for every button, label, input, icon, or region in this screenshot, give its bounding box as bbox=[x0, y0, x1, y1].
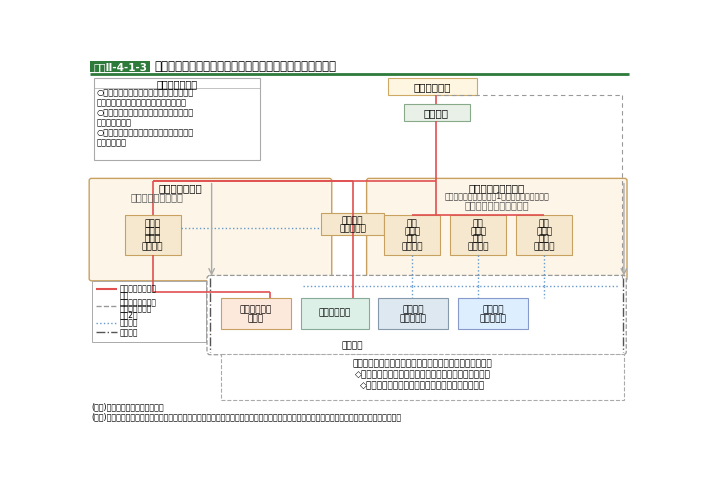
FancyBboxPatch shape bbox=[89, 179, 332, 281]
Text: 系統: 系統 bbox=[119, 291, 129, 300]
Text: 情報本部: 情報本部 bbox=[342, 216, 363, 225]
Text: 的観点から大臣を一元的に補佐する。: 的観点から大臣を一元的に補佐する。 bbox=[97, 98, 187, 107]
Text: 統幕長と陸・海・空幕僚長は職務遂行にあたり密接に連携: 統幕長と陸・海・空幕僚長は職務遂行にあたり密接に連携 bbox=[353, 360, 492, 369]
Bar bbox=[458, 298, 528, 329]
Bar bbox=[384, 215, 440, 255]
Text: ◇陸・海・空幕僚長は運用時の後方補給などの支援: ◇陸・海・空幕僚長は運用時の後方補給などの支援 bbox=[360, 381, 485, 390]
Text: 防衛大臣: 防衛大臣 bbox=[424, 108, 449, 118]
Text: 海上: 海上 bbox=[473, 235, 484, 244]
Bar bbox=[388, 78, 477, 95]
Text: 司令官など: 司令官など bbox=[400, 315, 427, 324]
Text: 幕僚監部: 幕僚監部 bbox=[468, 243, 489, 251]
Text: 執行する。: 執行する。 bbox=[97, 138, 127, 148]
Text: （注2）: （注2） bbox=[119, 310, 138, 319]
Text: 関する指揮系統: 関する指揮系統 bbox=[119, 304, 152, 313]
Bar bbox=[94, 78, 261, 160]
Text: 航空: 航空 bbox=[539, 235, 550, 244]
Text: 部隊運用の責任: 部隊運用の責任 bbox=[158, 184, 203, 193]
Text: 幕僚長: 幕僚長 bbox=[536, 227, 552, 236]
Text: 情報系統: 情報系統 bbox=[119, 319, 138, 328]
Text: 幕僚監部: 幕僚監部 bbox=[142, 243, 163, 251]
FancyBboxPatch shape bbox=[207, 276, 626, 355]
Text: 航空総隊: 航空総隊 bbox=[482, 306, 504, 314]
Text: 運用以外の隊務に: 運用以外の隊務に bbox=[119, 298, 156, 307]
Text: ◇統幕長は後方補給などにかかわる統一的な方針の明示: ◇統幕長は後方補給などにかかわる統一的な方針の明示 bbox=[355, 370, 491, 379]
Bar bbox=[221, 298, 291, 329]
Text: 方面総監など: 方面総監など bbox=[319, 308, 351, 318]
Text: 航空: 航空 bbox=[539, 219, 550, 228]
Text: 内閣総理大臣: 内閣総理大臣 bbox=[414, 83, 451, 92]
Text: 幕僚長: 幕僚長 bbox=[404, 227, 421, 236]
Text: (注２)　「統合任務部隊」に関する運用以外の隊務に対する大臣の指揺監督について幕僚長が行う職務に関しては、大臣の定めるところによる。: (注２) 「統合任務部隊」に関する運用以外の隊務に対する大臣の指揺監督について幕… bbox=[92, 413, 402, 422]
Text: 海上: 海上 bbox=[473, 219, 484, 228]
Text: 自衛隊の運用体制および統幕長と陸・海・空幕僚長の役割: 自衛隊の運用体制および統幕長と陸・海・空幕僚長の役割 bbox=[154, 60, 336, 73]
Text: 部隊運用以外の責任: 部隊運用以外の責任 bbox=[469, 184, 525, 193]
Text: 統合運用の基本: 統合運用の基本 bbox=[156, 79, 197, 90]
Text: 通じて行う。: 通じて行う。 bbox=[97, 119, 132, 127]
Text: 統　合: 統 合 bbox=[144, 235, 161, 244]
Text: ○自衛隊に対する大臣の指揮は、統幕長を: ○自衛隊に対する大臣の指揮は、統幕長を bbox=[97, 108, 194, 118]
Text: 実動部隊: 実動部隊 bbox=[342, 341, 363, 350]
Text: 調整系統: 調整系統 bbox=[119, 328, 138, 337]
Bar bbox=[221, 354, 624, 400]
Text: ○自衛隊に対する大臣の命令は、統幕長が: ○自衛隊に対する大臣の命令は、統幕長が bbox=[97, 128, 194, 137]
Text: 司令官など: 司令官など bbox=[479, 315, 506, 324]
Text: 陸上: 陸上 bbox=[407, 219, 418, 228]
Bar bbox=[379, 298, 448, 329]
Text: ○統幕長が自衛隊の運用に関し、軍事専門: ○統幕長が自衛隊の運用に関し、軍事専門 bbox=[97, 89, 194, 97]
Bar bbox=[450, 215, 506, 255]
Text: 自衛艦隊: 自衛艦隊 bbox=[402, 306, 424, 314]
Text: 指揮官: 指揮官 bbox=[247, 315, 264, 324]
Bar bbox=[404, 104, 470, 121]
Text: 幕僚監部: 幕僚監部 bbox=[402, 243, 423, 251]
Text: 幕僚長: 幕僚長 bbox=[470, 227, 486, 236]
Text: 統合任務部隊: 統合任務部隊 bbox=[240, 306, 272, 314]
Text: 幕僚長: 幕僚長 bbox=[144, 227, 161, 236]
Text: 統合情報部: 統合情報部 bbox=[339, 225, 366, 234]
FancyBboxPatch shape bbox=[367, 179, 627, 281]
Text: (注１)　統合訓練は統幕長の責任: (注１) 統合訓練は統幕長の責任 bbox=[92, 402, 164, 412]
Text: 図表Ⅱ-4-1-3: 図表Ⅱ-4-1-3 bbox=[93, 62, 147, 72]
Text: 運用に関する指揮: 運用に関する指揮 bbox=[119, 285, 156, 294]
Text: 陸上: 陸上 bbox=[407, 235, 418, 244]
Text: 統　合: 統 合 bbox=[144, 219, 161, 228]
Bar bbox=[301, 298, 369, 329]
Bar bbox=[92, 281, 206, 342]
Bar bbox=[125, 215, 182, 255]
Bar bbox=[516, 215, 572, 255]
Text: 幕僚監部: 幕僚監部 bbox=[533, 243, 555, 251]
Text: フォース・ユーザー: フォース・ユーザー bbox=[131, 193, 184, 203]
Text: フォース・プロバイダー: フォース・プロバイダー bbox=[465, 200, 529, 211]
Text: （人事、教育、訓練（注1）、防衛力整備など）: （人事、教育、訓練（注1）、防衛力整備など） bbox=[444, 191, 549, 201]
Bar bbox=[321, 213, 384, 235]
Bar bbox=[90, 61, 151, 72]
